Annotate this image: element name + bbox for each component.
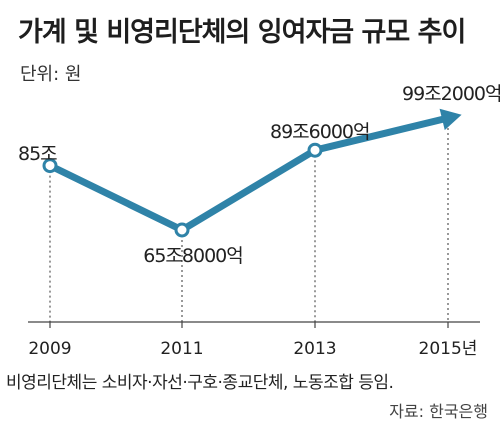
series-line [46,114,452,234]
x-tick-label: 2015년 [419,339,478,359]
data-label: 89조6000억 [270,121,370,143]
unit-label: 단위: 원 [20,64,82,85]
data-label: 65조8000억 [143,245,243,267]
chart-note: 비영리단체는 소비자·자선·구호·종교단체, 노동조합 등임. [6,373,394,393]
x-tick-label: 2011 [160,339,203,359]
line-arrowhead [439,108,462,131]
data-label: 85조 [18,143,57,165]
data-label: 99조2000억 [402,83,500,105]
x-tick-label: 2013 [293,339,336,359]
x-tick-label: 2009 [28,339,71,359]
source-label: 자료: 한국은행 [389,402,488,421]
data-point [174,222,190,238]
data-point [307,142,323,158]
chart-title: 가계 및 비영리단체의 잉여자금 규모 추이 [18,17,466,48]
data-point [42,158,58,174]
